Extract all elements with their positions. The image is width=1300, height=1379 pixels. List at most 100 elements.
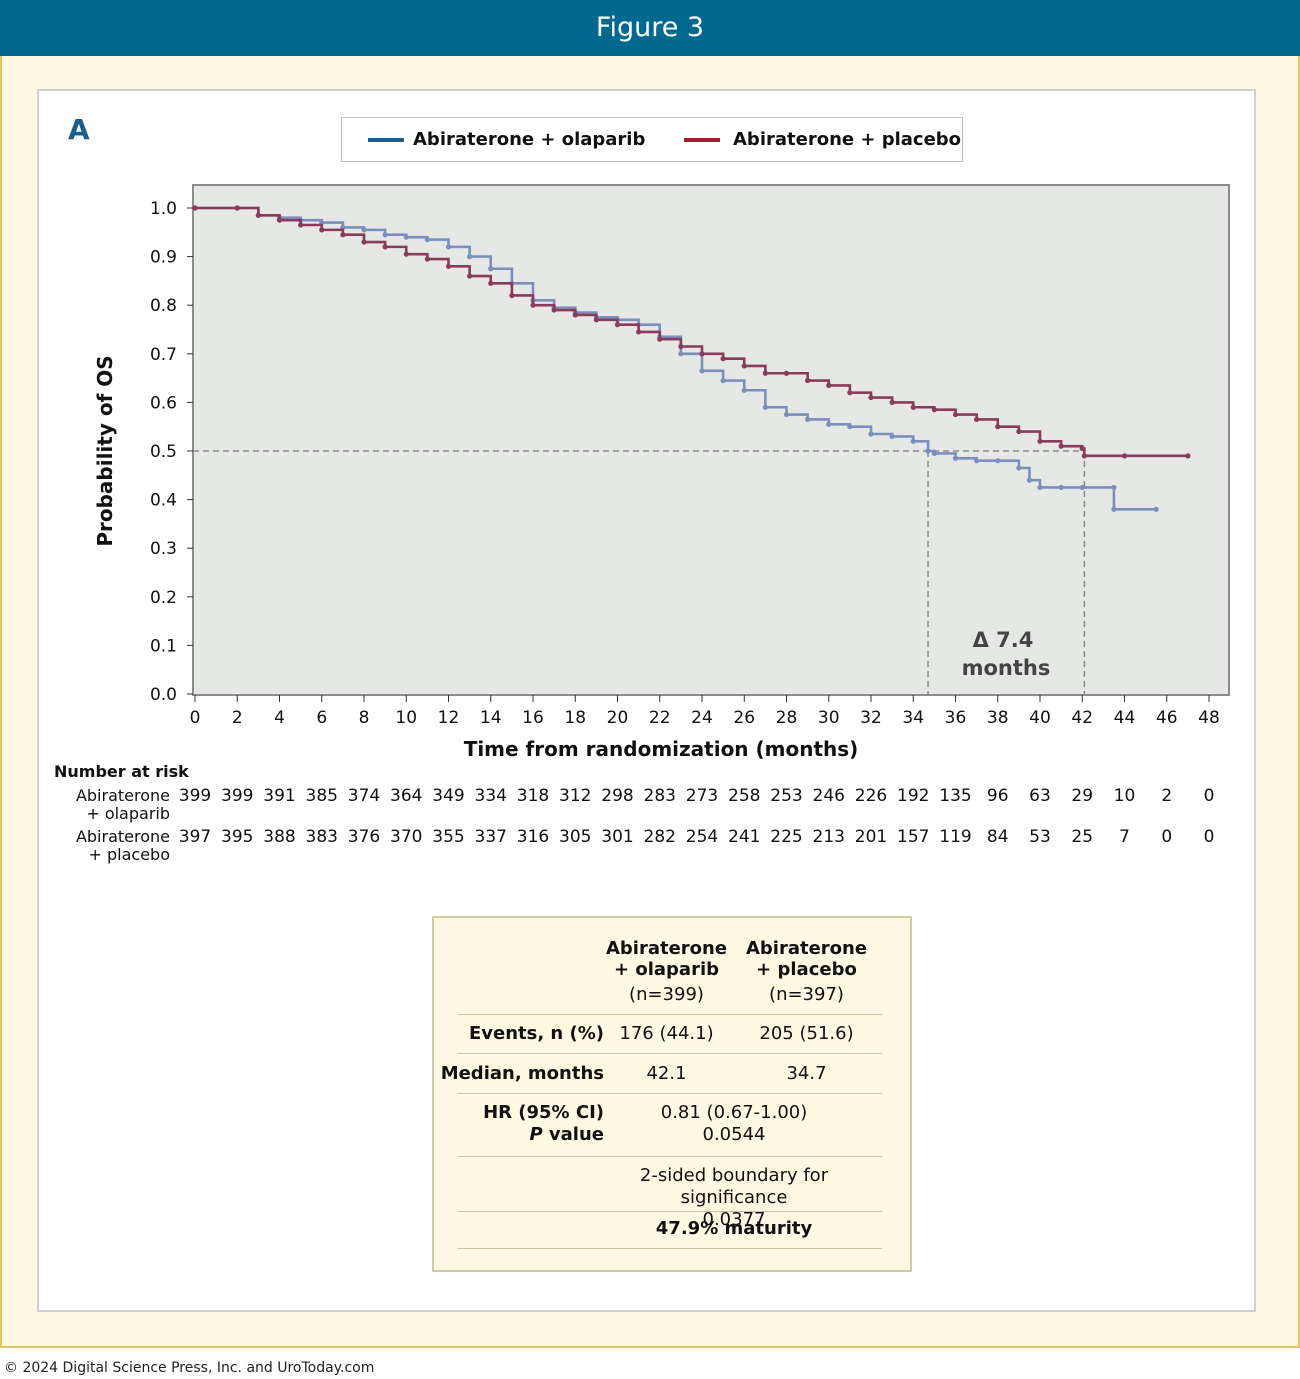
censor-mark [762,404,768,410]
censor-mark [1037,484,1043,491]
x-tick-label: 36 [945,708,967,728]
censor-mark [1037,438,1043,444]
risk-value: 397 [178,827,212,847]
y-tick-label: 0.1 [150,636,177,656]
censor-mark [1016,428,1022,435]
risk-value: 241 [728,827,761,847]
risk-value: 192 [897,786,930,806]
censor-mark [614,322,621,328]
stats-col1-header: Abiraterone + olaparib (n=399) [594,938,739,1005]
risk-row-label-line2: + placebo [88,845,170,864]
censor-mark [1079,445,1085,452]
events-col2: 205 (51.6) [759,1023,854,1044]
maturity: 47.9% maturity [655,1218,813,1239]
delta-annotation-unit: months [962,656,1051,680]
censor-mark [783,411,790,418]
risk-value: 312 [559,786,592,806]
p-label-rest: value [542,1124,604,1145]
censor-mark [319,227,325,233]
stats-divider [458,1211,882,1212]
censor-mark [1081,453,1087,459]
y-axis-label: Probability of OS [93,355,117,546]
risk-table-title: Number at risk [54,762,189,781]
risk-value: 0 [1203,827,1215,847]
censor-mark [382,244,388,250]
risk-value: 7 [1119,827,1130,847]
x-tick-label: 2 [232,708,243,728]
risk-value: 334 [474,786,507,806]
y-tick-label: 0.7 [150,345,177,365]
censor-mark [593,317,599,323]
risk-value: 355 [432,827,465,847]
risk-value: 25 [1071,827,1094,847]
risk-value: 201 [854,827,888,847]
stats-divider [458,1248,882,1249]
x-tick-label: 40 [1029,708,1051,728]
x-tick-label: 10 [395,708,417,728]
risk-value: 29 [1071,786,1094,806]
stats-col2-head2: + placebo [756,959,857,980]
x-axis-label: Time from randomization (months) [464,737,859,761]
x-tick-label: 8 [359,708,370,728]
censor-mark [974,458,980,464]
risk-value: 337 [474,827,507,847]
risk-row-label-line1: Abiraterone [75,786,170,805]
censor-mark [762,370,768,376]
risk-value: 391 [263,786,296,806]
x-tick-label: 0 [190,708,201,728]
copyright: © 2024 Digital Science Press, Inc. and U… [4,1360,375,1376]
x-tick-label: 48 [1198,708,1220,728]
stats-divider [458,1156,882,1157]
risk-value: 399 [221,786,254,806]
censor-mark [382,232,388,238]
x-tick-label: 22 [649,708,671,728]
median-col1: 42.1 [646,1063,687,1084]
delta-annotation: Δ 7.4 [973,628,1034,652]
censor-mark [509,292,515,299]
censor-mark [995,458,1001,464]
panel-label: A [68,113,90,146]
censor-mark [255,212,261,218]
censor-mark [340,232,346,238]
events-label: Events, n (%) [468,1023,604,1044]
censor-mark [488,280,494,286]
censor-mark [424,236,430,243]
censor-mark [657,336,663,342]
censor-mark [995,424,1001,430]
stats-divider [458,1093,882,1094]
censor-mark [910,438,916,444]
risk-value: 385 [305,786,338,806]
boundary-label: 2-sided boundary for significance [639,1165,829,1208]
risk-value: 84 [986,827,1009,847]
y-tick-label: 0.4 [150,491,177,511]
y-tick-label: 0.3 [150,539,177,559]
risk-value: 364 [390,786,423,806]
censor-mark [1079,484,1085,491]
censor-mark [889,433,895,440]
p-label-italic: P [529,1124,543,1145]
x-tick-label: 32 [860,708,882,728]
censor-mark [889,399,895,405]
censor-mark [1026,477,1033,483]
risk-value: 157 [897,827,930,847]
hr-values: 0.81 (0.67-1.00) 0.0544 [594,1102,874,1146]
risk-value: 283 [643,786,676,806]
risk-value: 53 [1029,827,1051,847]
stats-divider [458,1053,882,1054]
risk-value: 395 [221,827,254,847]
censor-mark [234,205,240,211]
x-tick-label: 18 [564,708,586,728]
risk-row-label-line1: Abiraterone [75,827,170,846]
stats-col1-head1: Abiraterone [605,938,728,959]
p-label: P value [483,1124,604,1146]
x-tick-label: 38 [987,708,1009,728]
censor-mark [1016,465,1022,471]
x-tick-label: 42 [1071,708,1093,728]
censor-mark [445,263,452,269]
x-tick-label: 12 [438,708,460,728]
censor-mark [826,421,832,427]
censor-mark [741,387,747,393]
figure-title: Figure 3 [0,0,1300,56]
median-label: Median, months [440,1063,604,1084]
x-tick-label: 14 [480,708,502,728]
